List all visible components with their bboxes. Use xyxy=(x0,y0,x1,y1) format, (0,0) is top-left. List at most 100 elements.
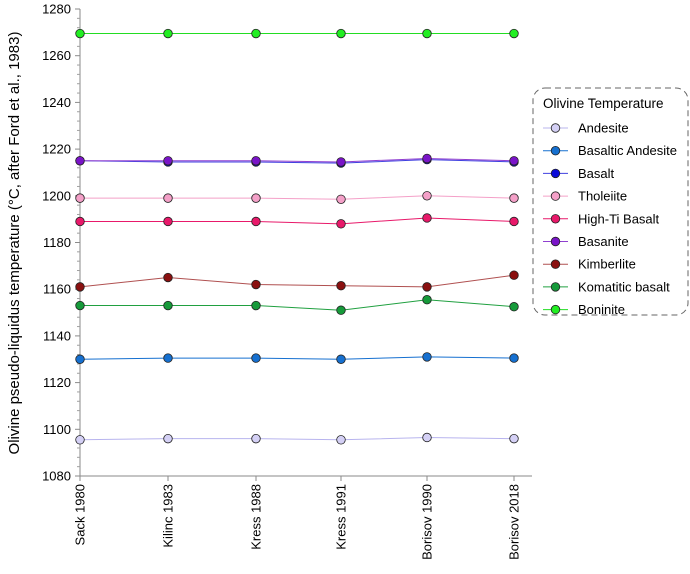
data-point xyxy=(75,435,85,445)
data-point xyxy=(251,28,261,39)
data-point xyxy=(509,270,519,280)
data-point xyxy=(163,28,173,39)
data-point xyxy=(251,353,261,363)
data-point xyxy=(163,216,173,227)
y-tick-label: 1160 xyxy=(43,282,71,297)
data-point xyxy=(75,156,85,166)
data-point xyxy=(251,216,261,227)
y-tick-label: 1240 xyxy=(42,95,71,110)
series-andesite xyxy=(75,432,519,445)
legend-item: Basanite xyxy=(543,234,629,249)
legend-marker xyxy=(550,282,561,292)
series-line xyxy=(79,159,515,164)
data-point xyxy=(422,191,432,201)
series-line xyxy=(80,217,515,225)
data-point xyxy=(422,352,432,362)
data-point xyxy=(163,353,173,363)
series-tholeiite xyxy=(75,191,519,205)
data-point xyxy=(336,194,346,205)
y-axis-title: Olivine pseudo-liquidus temperature (°C,… xyxy=(6,32,23,455)
x-tick-label: Kilinc 1983 xyxy=(161,484,176,548)
legend-marker xyxy=(550,168,561,179)
data-point xyxy=(336,28,346,39)
data-point xyxy=(75,28,85,39)
legend: Olivine Temperature Andesite Basaltic Ande… xyxy=(532,87,689,317)
series-boninite xyxy=(75,28,519,39)
y-tick-label: 1220 xyxy=(42,142,71,157)
data-point xyxy=(336,219,346,229)
legend-marker xyxy=(550,259,561,269)
legend-label: Basalt xyxy=(578,166,615,181)
legend-item: Andesite xyxy=(543,121,629,136)
legend-title: Olivine Temperature xyxy=(543,96,664,111)
y-tick-label: 1100 xyxy=(43,422,71,437)
legend-label: Basaltic Andesite xyxy=(578,143,677,158)
legend-label: Andesite xyxy=(578,121,629,136)
data-point xyxy=(336,157,346,167)
legend-item: Boninite xyxy=(543,302,625,317)
series-high-ti-basalt xyxy=(75,213,519,229)
legend-item: Komatitic basalt xyxy=(543,279,670,294)
data-point xyxy=(509,216,519,227)
y-tick-label: 1200 xyxy=(42,188,71,203)
series-line xyxy=(80,195,515,200)
y-tick-label: 1280 xyxy=(42,2,71,17)
legend-label: Kimberlite xyxy=(578,257,636,272)
y-tick-label: 1080 xyxy=(42,469,71,484)
x-tick-label: Kress 1988 xyxy=(249,484,264,550)
data-point xyxy=(251,279,261,290)
data-point xyxy=(251,300,261,311)
series-basaltic-andesite xyxy=(75,352,519,364)
data-point xyxy=(509,28,519,39)
legend-label: Basanite xyxy=(578,234,629,249)
legend-label: High-Ti Basalt xyxy=(578,211,660,226)
series-kimberlite xyxy=(75,270,519,292)
data-point xyxy=(509,302,519,312)
data-point xyxy=(75,216,85,227)
legend-marker xyxy=(550,145,561,156)
series-line xyxy=(79,436,515,441)
data-point xyxy=(509,156,519,166)
data-point xyxy=(251,433,261,444)
y-tick-label: 1120 xyxy=(43,375,71,390)
series-layer xyxy=(75,28,519,445)
legend-marker xyxy=(550,214,561,224)
data-point xyxy=(251,156,261,166)
legend-item: High-Ti Basalt xyxy=(543,211,660,226)
data-point xyxy=(75,282,85,292)
data-point xyxy=(163,300,173,311)
series-line xyxy=(80,299,515,311)
x-tick-label: Borisov 1990 xyxy=(420,484,435,560)
data-point xyxy=(509,433,519,444)
data-point xyxy=(509,353,519,363)
axes: 1080 1100 1120 1140 1160 1180 1200 1220 1240 1260… xyxy=(42,2,532,560)
data-point xyxy=(422,432,432,443)
legend-item: Tholeiite xyxy=(543,189,627,204)
data-point xyxy=(163,193,173,203)
legend-box xyxy=(532,87,689,316)
data-point xyxy=(422,213,432,223)
data-point xyxy=(422,28,432,39)
series-line xyxy=(80,157,515,163)
y-tick-label: 1260 xyxy=(42,48,71,63)
data-point xyxy=(336,280,346,291)
data-point xyxy=(336,435,346,445)
data-point xyxy=(509,193,519,203)
data-point xyxy=(336,354,346,364)
data-point xyxy=(163,272,173,283)
x-tick-label: Kress 1991 xyxy=(334,484,349,550)
data-point xyxy=(163,433,173,444)
legend-label: Komatitic basalt xyxy=(578,279,670,294)
series-basanite xyxy=(75,153,519,167)
series-line xyxy=(79,274,515,288)
legend-marker xyxy=(550,304,561,315)
legend-marker xyxy=(550,191,561,201)
data-point xyxy=(422,153,432,164)
legend-item: Basalt xyxy=(543,166,615,181)
y-tick-label: 1180 xyxy=(43,235,71,250)
legend-item: Kimberlite xyxy=(543,257,636,272)
series-line xyxy=(79,356,515,360)
legend-marker xyxy=(550,123,561,133)
x-tick-label: Sack 1980 xyxy=(73,484,88,545)
